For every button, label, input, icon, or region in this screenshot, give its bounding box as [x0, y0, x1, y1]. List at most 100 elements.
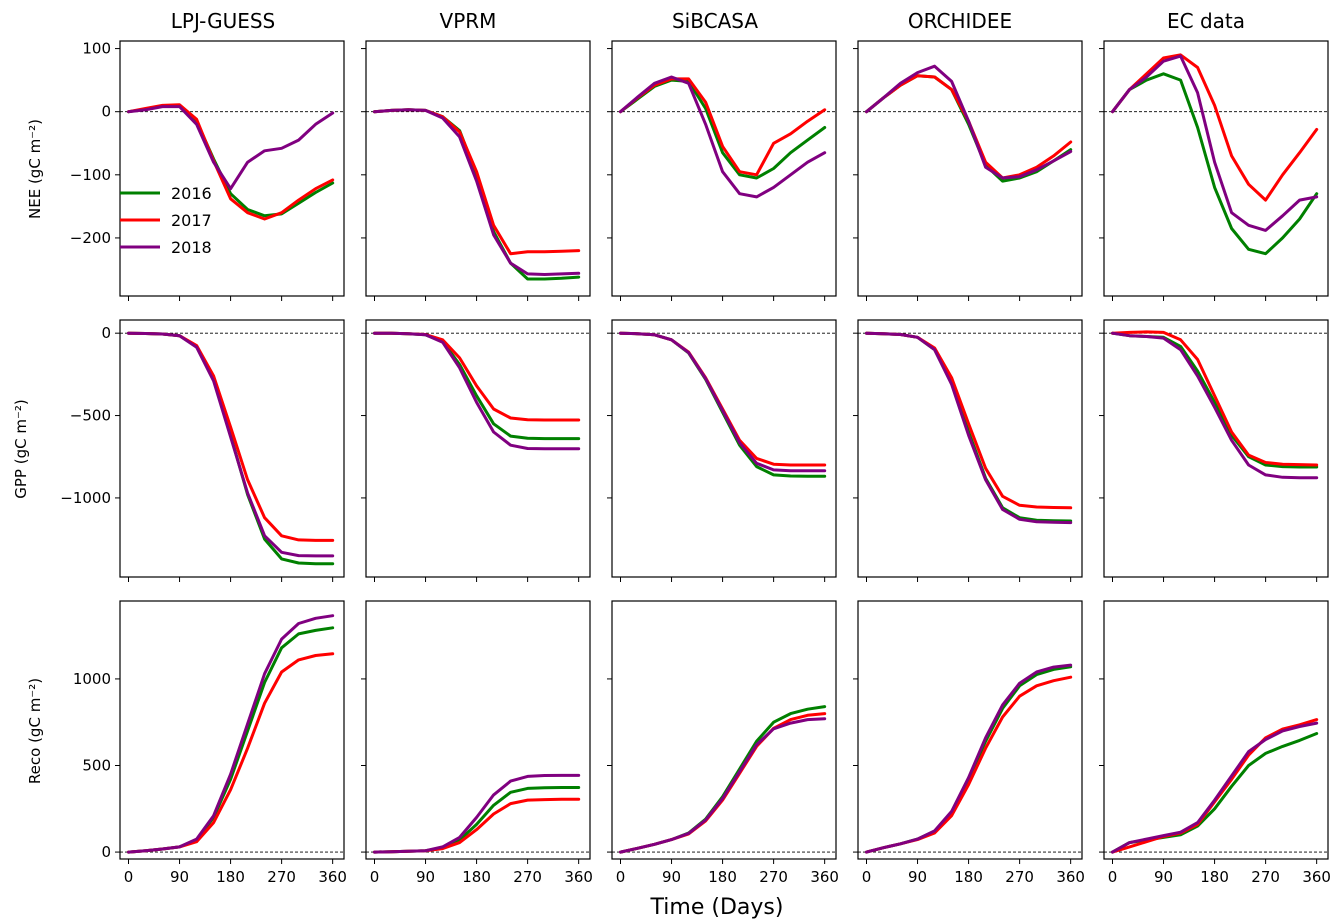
panel-frame [857, 600, 1083, 860]
x-tick-label: 0 [124, 868, 134, 886]
panel-reco-1: 0 90 180 270 360 [361, 600, 593, 886]
series-line-2017 [1111, 330, 1319, 467]
x-tick-label: 270 [1251, 868, 1280, 886]
x-tick-label: 0 [370, 868, 380, 886]
series-line-2017 [619, 331, 827, 467]
column-title: VPRM [440, 9, 497, 33]
y-tick-label: 1000 [73, 670, 111, 688]
x-tick-label: 90 [1154, 868, 1173, 886]
column-title: LPJ-GUESS [171, 9, 276, 33]
legend-label: 2018 [171, 238, 212, 257]
x-tick-label: 0 [616, 868, 626, 886]
series-line-2016 [373, 786, 581, 854]
panel-frame [365, 600, 591, 860]
series-line-2017 [1111, 718, 1319, 854]
series-line-2018 [127, 614, 335, 854]
x-tick-label: 270 [759, 868, 788, 886]
series-line-2018 [865, 663, 1073, 854]
series-line-2018 [1111, 331, 1319, 480]
x-tick-label: 180 [216, 868, 245, 886]
y-tick-label: −1000 [60, 489, 111, 507]
panel-frame [611, 600, 837, 860]
panel-frame [857, 40, 1083, 297]
series-line-2018 [373, 773, 581, 854]
x-tick-label: 0 [862, 868, 872, 886]
panel-frame [365, 40, 591, 297]
y-axis-label: GPP (gC m⁻²) [12, 399, 30, 499]
panel-frame [119, 600, 345, 860]
x-tick-label: 270 [1005, 868, 1034, 886]
x-tick-label: 0 [1108, 868, 1118, 886]
series-line-2018 [127, 105, 335, 191]
series-line-2017 [619, 77, 827, 177]
series-line-2018 [373, 331, 581, 451]
x-tick-label: 90 [416, 868, 435, 886]
y-tick-label: 0 [101, 103, 111, 121]
y-tick-label: −200 [70, 229, 111, 247]
series-line-2016 [1111, 732, 1319, 854]
y-tick-label: 100 [82, 40, 111, 58]
x-tick-label: 90 [170, 868, 189, 886]
column-title: SiBCASA [672, 9, 758, 33]
y-axis-label: Reco (gC m⁻²) [26, 678, 44, 784]
series-line-2018 [619, 331, 827, 473]
x-tick-label: 360 [318, 868, 347, 886]
series-line-2017 [127, 652, 335, 854]
panel-frame [611, 319, 837, 578]
y-tick-label: 0 [101, 324, 111, 342]
series-line-2018 [127, 331, 335, 558]
panel-frame [857, 319, 1083, 578]
x-tick-label: 360 [1056, 868, 1085, 886]
series-line-2018 [619, 75, 827, 199]
panel-nee-4 [1099, 40, 1329, 301]
series-line-2017 [373, 331, 581, 422]
x-tick-label: 270 [267, 868, 296, 886]
series-line-2018 [373, 108, 581, 276]
series-line-2016 [373, 108, 581, 281]
panel-reco-3: 0 90 180 270 360 [853, 600, 1085, 886]
panel-frame [119, 319, 345, 578]
series-line-2016 [619, 705, 827, 854]
panel-frame [611, 40, 837, 297]
x-tick-label: 270 [513, 868, 542, 886]
series-line-2017 [619, 712, 827, 854]
panel-reco-0: 0 500 1000 0 90 180 270 360 [73, 600, 347, 886]
x-tick-label: 180 [1200, 868, 1229, 886]
series-line-2016 [127, 626, 335, 854]
panel-nee-1 [361, 40, 591, 301]
series-line-2018 [1111, 721, 1319, 854]
series-line-2018 [1111, 54, 1319, 232]
panel-frame [1103, 40, 1329, 297]
panel-nee-3 [853, 40, 1083, 301]
series-line-2016 [619, 78, 827, 180]
y-tick-label: −500 [70, 407, 111, 425]
series-line-2017 [865, 675, 1073, 854]
x-axis-label: Time (Days) [650, 895, 784, 920]
x-tick-label: 90 [908, 868, 927, 886]
series-line-2017 [1111, 53, 1319, 202]
row-labels: NEE (gC m⁻²) GPP (gC m⁻²) Reco (gC m⁻²) [12, 119, 44, 784]
panel-reco-4: 0 90 180 270 360 [1099, 600, 1331, 886]
x-tick-label: 90 [662, 868, 681, 886]
x-tick-label: 180 [954, 868, 983, 886]
panel-nee-2 [607, 40, 837, 301]
panel-frame [1103, 600, 1329, 860]
panel-frame [119, 40, 345, 297]
series-line-2016 [619, 331, 827, 478]
series-line-2016 [1111, 331, 1319, 469]
series-line-2018 [619, 717, 827, 854]
series-line-2016 [1111, 72, 1319, 256]
x-tick-label: 360 [810, 868, 839, 886]
panel-gpp-3 [853, 319, 1083, 582]
y-tick-label: 500 [82, 756, 111, 774]
y-tick-label: 0 [101, 843, 111, 861]
panel-gpp-0: −1000 −500 0 [60, 319, 345, 582]
panel-nee-0: −200 −100 0 100 [70, 40, 345, 301]
panel-gpp-4 [1099, 319, 1329, 582]
x-tick-label: 360 [564, 868, 593, 886]
series-line-2018 [865, 331, 1073, 525]
series-line-2016 [127, 331, 335, 566]
legend-label: 2016 [171, 184, 212, 203]
